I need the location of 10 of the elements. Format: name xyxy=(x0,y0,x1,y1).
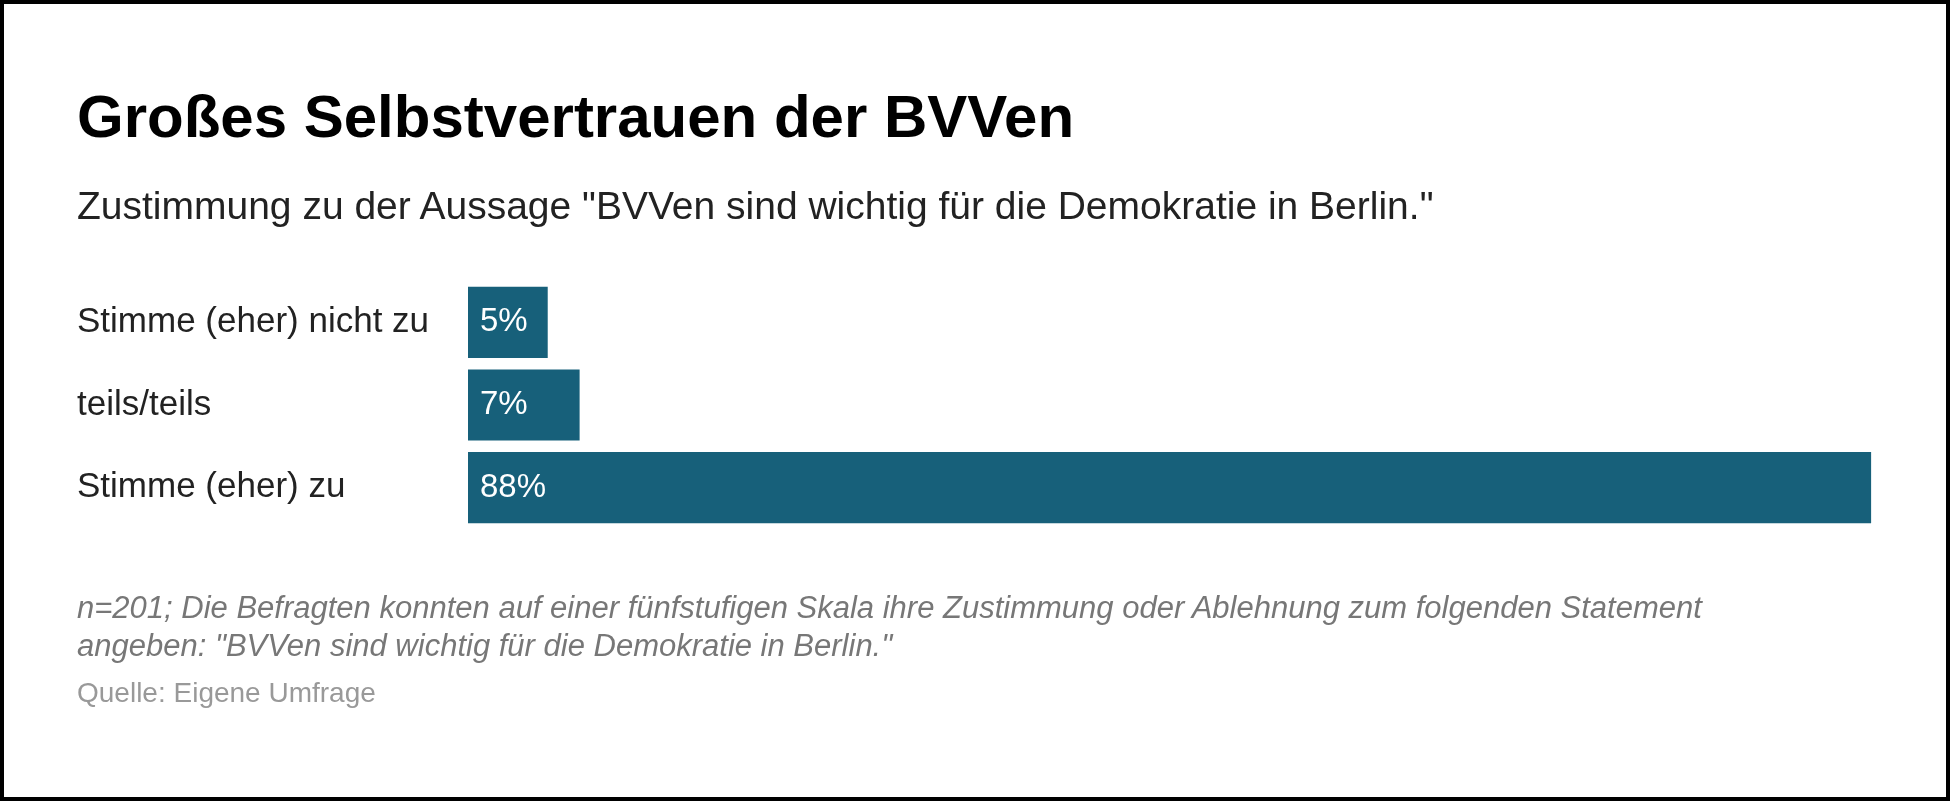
chart-title: Großes Selbstvertrauen der BVVen xyxy=(77,82,1075,151)
source-note: Quelle: Eigene Umfrage xyxy=(77,677,377,709)
chart-subtitle: Zustimmung zu der Aussage "BVVen sind wichtig für die Demokratie in Berlin." xyxy=(77,184,1434,228)
data-label: 88% xyxy=(480,466,547,504)
y-tick-label: teils/teils xyxy=(77,382,212,422)
text: n=201; Die Befragten konnten auf einer fünfstufigen Skala ihre Zustimmung oder Ablehnung zum folgenden Statement angeben: "BVVen sind wichtig für die Demokratie in Berlin." xyxy=(77,589,1704,665)
data-label: 5% xyxy=(480,301,528,339)
data-label: 7% xyxy=(480,384,528,422)
y-tick-label: Stimme (eher) zu xyxy=(77,465,346,505)
y-tick-label: Stimme (eher) nicht zu xyxy=(77,299,430,339)
